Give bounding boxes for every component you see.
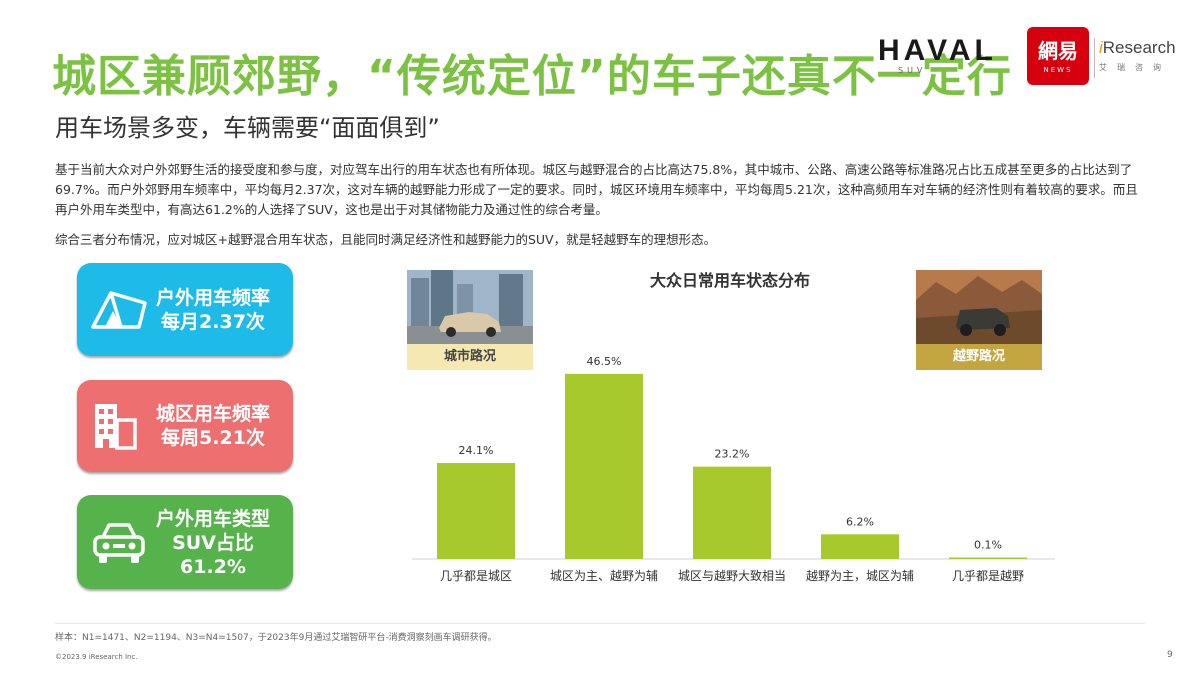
outdoor-type-card: 户外用车类型 SUV占比 61.2% [77, 495, 293, 589]
city-car-image [407, 270, 533, 344]
bar-value-label-1: 24.1% [459, 444, 494, 457]
logo-divider [1094, 38, 1095, 78]
netease-logo-cn: 網易 [1038, 39, 1078, 63]
haval-logo-tag: SUV [898, 66, 927, 75]
card-title: 城区用车频率 [155, 403, 270, 425]
card-value: 每月2.37次 [161, 311, 265, 333]
offroad-caption: 越野路况 [916, 344, 1042, 370]
page-subtitle: 用车场景多变，车辆需要“面面俱到” [55, 114, 440, 142]
tent-icon [91, 291, 147, 329]
copyright: ©2023.9 iResearch Inc. [55, 653, 138, 661]
conclusion-paragraph: 综合三者分布情况，应对城区+越野混合用车状态，且能同时满足经济性和越野能力的SU… [55, 232, 717, 247]
footer-divider [55, 623, 1145, 624]
page-number: 9 [1167, 650, 1173, 660]
iresearch-logo-word: iResearch [1099, 38, 1176, 57]
bar-value-label-5: 0.1% [974, 539, 1002, 552]
bar-2 [565, 373, 643, 559]
intro-paragraph: 基于当前大众对户外郊野生活的接受度和参与度，对应驾车出行的用车状态也有所体现。城… [55, 162, 1138, 217]
category-label-3: 城区与越野大致相当 [678, 569, 786, 583]
building-icon [95, 404, 137, 450]
bar-value-label-2: 46.5% [587, 355, 622, 368]
city-road-photo: 城市路况 [407, 270, 533, 370]
card-title: 户外用车类型 [155, 508, 270, 530]
netease-logo-en: NEWS [1043, 66, 1073, 74]
bar-3 [693, 466, 771, 559]
city-road-caption: 城市路况 [407, 344, 533, 370]
bar-4 [821, 534, 899, 559]
offroad-car-image [916, 270, 1042, 344]
card-value: 每周5.21次 [161, 427, 265, 449]
category-label-5: 几乎都是越野 [952, 569, 1024, 583]
outdoor-frequency-card: 户外用车频率 每月2.37次 [77, 263, 293, 356]
usage-distribution-chart: 大众日常用车状态分布 24.1% 几乎都是城区 46.5% 城区为主、越野为辅 23.2… [412, 271, 1055, 583]
bar-value-label-4: 6.2% [846, 515, 874, 528]
card-value: SUV占比 [172, 532, 254, 554]
iresearch-logo: iResearch 艾瑞咨询 [1099, 38, 1176, 73]
card-title: 户外用车频率 [155, 287, 270, 309]
bar-5 [949, 557, 1027, 559]
haval-logo: HAVAL SUV [878, 36, 1018, 78]
card-percent: 61.2% [180, 556, 246, 578]
offroad-photo: 越野路况 [916, 270, 1042, 370]
page-title: 城区兼顾郊野，“传统定位”的车子还真不一定行 [52, 51, 1012, 102]
car-icon [93, 523, 145, 563]
category-label-4: 越野为主，城区为辅 [806, 569, 914, 583]
category-label-1: 几乎都是城区 [440, 569, 512, 583]
haval-logo-word: HAVAL [878, 34, 997, 67]
netease-logo: 網易 NEWS [1027, 27, 1089, 85]
bar-1 [437, 463, 515, 559]
bar-value-label-3: 23.2% [715, 448, 750, 461]
iresearch-logo-cn: 艾瑞咨询 [1099, 63, 1171, 72]
category-label-2: 城区为主、越野为辅 [550, 569, 658, 583]
sample-note: 样本：N1=1471、N2=1194、N3=N4=1507，于2023年9月通过… [55, 633, 497, 643]
chart-title: 大众日常用车状态分布 [650, 271, 810, 290]
city-frequency-card: 城区用车频率 每周5.21次 [77, 380, 293, 472]
